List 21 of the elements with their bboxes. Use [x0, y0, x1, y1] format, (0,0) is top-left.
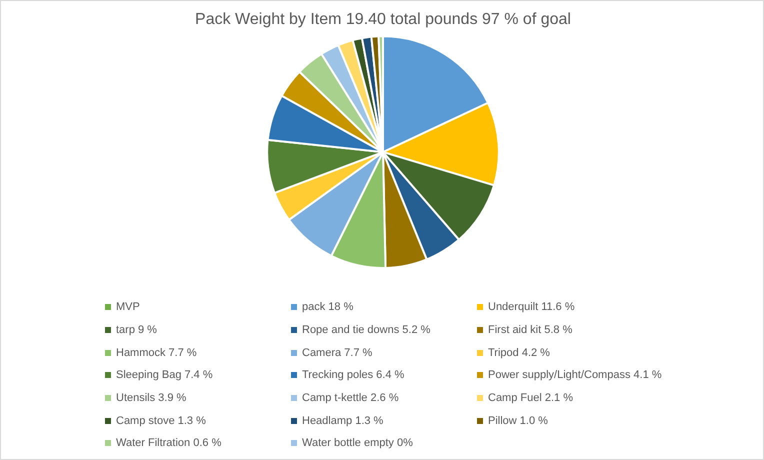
legend-label: Water Filtration 0.6 %: [116, 437, 222, 450]
legend-label: MVP: [116, 301, 140, 314]
legend-label: Pillow 1.0 %: [488, 414, 548, 427]
legend-label: Camp t-kettle 2.6 %: [302, 392, 399, 404]
legend-label: Utensils 3.9 %: [116, 392, 186, 404]
legend-label: pack 18 %: [302, 301, 354, 314]
legend-label: Water bottle empty 0%: [302, 437, 413, 450]
legend-label: Headlamp 1.3 %: [302, 414, 384, 427]
legend-label: First aid kit 5.8 %: [488, 324, 572, 336]
legend-label: Camp stove 1.3 %: [116, 414, 206, 427]
legend-label: Trecking poles 6.4 %: [302, 369, 404, 382]
legend-label: Camp Fuel 2.1 %: [488, 392, 573, 404]
legend-label: tarp 9 %: [116, 324, 157, 336]
legend-label: Rope and tie downs 5.2 %: [302, 324, 430, 336]
legend-label: Tripod 4.2 %: [488, 346, 550, 359]
legend-label: Hammock 7.7 %: [116, 346, 197, 359]
legend-label: Camera 7.7 %: [302, 346, 372, 359]
legend-label: Underquilt 11.6 %: [488, 301, 575, 314]
chart-title: Pack Weight by Item 19.40 total pounds 97 % of goal: [195, 11, 571, 28]
legend-label: Sleeping Bag 7.4 %: [116, 369, 213, 382]
legend-label: Power supply/Light/Compass 4.1 %: [488, 369, 662, 382]
